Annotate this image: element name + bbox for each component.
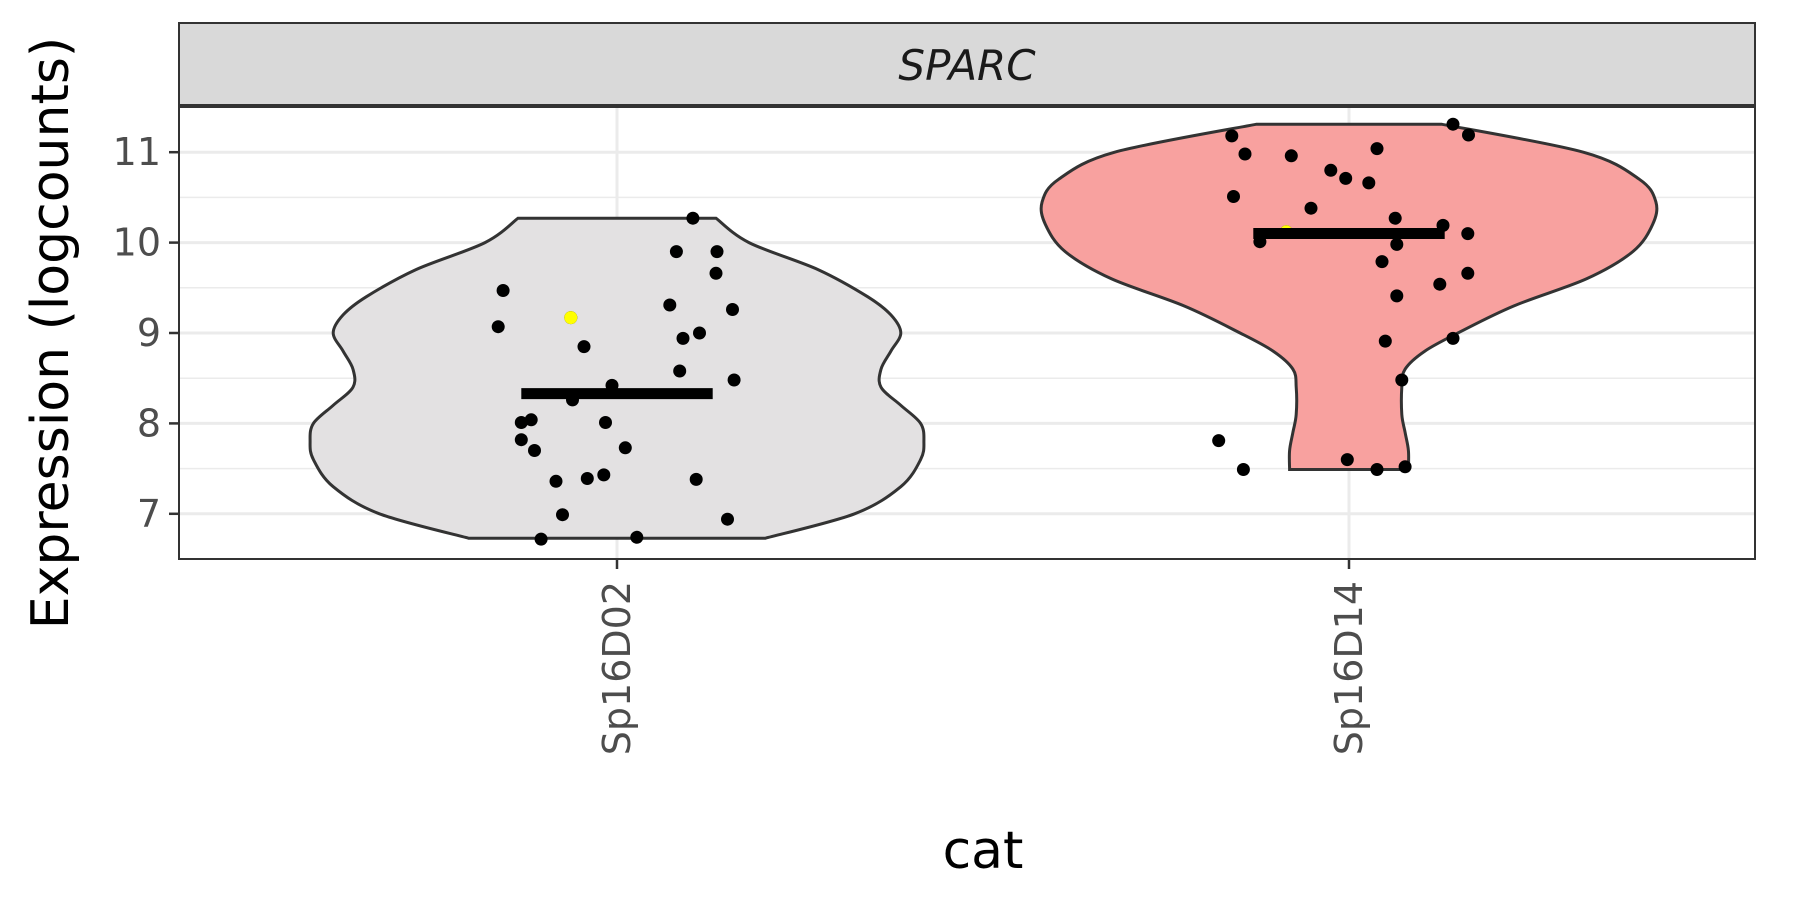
data-point [1433, 277, 1447, 291]
data-point [1461, 266, 1475, 280]
y-tick-label: 8 [137, 401, 161, 445]
y-tick-label: 11 [113, 130, 161, 174]
data-point [524, 413, 538, 427]
data-point [693, 326, 706, 340]
median-bars [521, 228, 1445, 400]
data-point [1388, 211, 1402, 225]
data-point [676, 331, 690, 345]
facet-label: SPARC [898, 41, 1036, 90]
data-point [496, 284, 510, 297]
data-point [726, 303, 739, 316]
data-point [710, 245, 724, 259]
data-point [599, 416, 612, 429]
data-point [727, 373, 741, 387]
x-axis: Sp16D02 Sp16D14 [595, 559, 1371, 755]
data-point [1461, 227, 1475, 241]
data-point [669, 245, 683, 259]
data-point [1238, 147, 1252, 161]
data-point [1375, 255, 1389, 269]
data-point [1340, 453, 1354, 467]
data-point [1390, 237, 1404, 251]
data-point [1324, 163, 1338, 177]
data-point [1398, 460, 1412, 474]
violins [308, 122, 1659, 540]
data-point [1446, 331, 1460, 345]
y-tick-label: 9 [137, 311, 161, 355]
data-points [491, 117, 1475, 546]
data-point [721, 512, 734, 526]
data-point [1225, 129, 1239, 143]
violin-Sp16D02 [308, 216, 926, 540]
data-point [1462, 128, 1475, 142]
violin-Sp16D14 [1039, 122, 1659, 471]
data-point [1304, 201, 1318, 215]
data-point [577, 340, 591, 354]
data-point [1370, 142, 1384, 156]
data-point [597, 468, 611, 482]
y-axis: 7 8 9 10 11 [113, 130, 179, 536]
facet-strip [178, 22, 1756, 106]
data-point [1395, 373, 1409, 387]
data-point [663, 298, 677, 312]
data-point [1284, 149, 1298, 163]
data-point [534, 532, 548, 546]
data-point [491, 320, 505, 334]
x-tick-label: Sp16D02 [595, 581, 639, 755]
data-point [1339, 171, 1353, 185]
y-tick-label: 10 [113, 221, 161, 265]
data-point [689, 472, 703, 486]
x-tick-label: Sp16D14 [1327, 581, 1371, 755]
y-tick-label: 7 [137, 492, 161, 536]
data-point [514, 433, 528, 447]
highlight-point [564, 311, 578, 325]
data-point [528, 444, 541, 457]
data-point [618, 441, 632, 455]
data-point [1446, 117, 1460, 131]
y-axis-title: Expression (logcounts) [21, 37, 81, 629]
data-point [1236, 463, 1250, 476]
data-point [556, 508, 569, 522]
data-point [1378, 334, 1392, 348]
data-point [549, 474, 563, 488]
data-point [580, 472, 594, 485]
data-point [1390, 289, 1404, 303]
data-point [630, 530, 644, 544]
data-point [709, 266, 723, 280]
data-point [686, 211, 700, 225]
data-point [1212, 434, 1226, 448]
data-point [1362, 176, 1376, 190]
x-axis-title: cat [943, 821, 1024, 881]
data-point [1227, 190, 1240, 203]
data-point [514, 416, 528, 429]
data-point [1370, 463, 1384, 476]
data-point [673, 364, 687, 378]
